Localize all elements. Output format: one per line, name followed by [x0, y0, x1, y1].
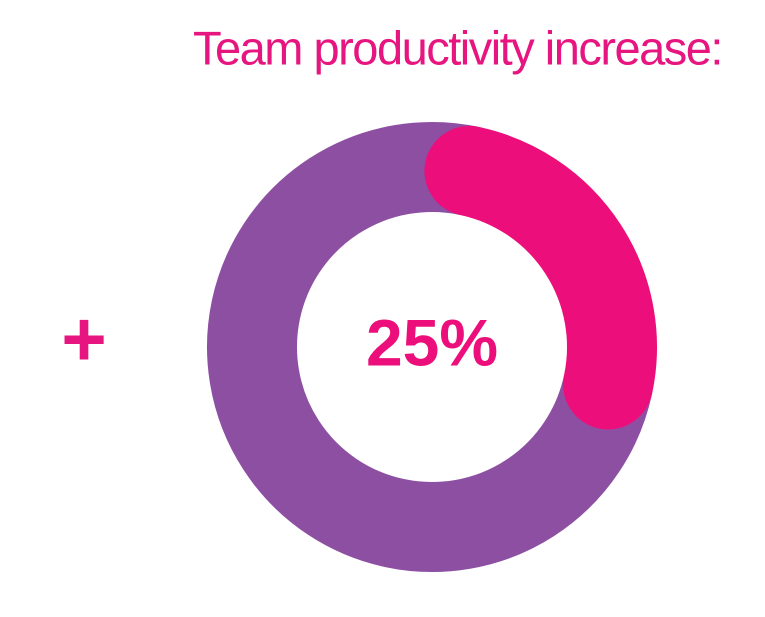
donut: [207, 122, 657, 572]
chart-title: Team productivity increase:: [193, 21, 722, 74]
annotation: +: [61, 295, 107, 383]
donut-segment: [424, 125, 657, 430]
value-label: 25%: [366, 305, 498, 379]
donut-segment: [207, 122, 653, 572]
